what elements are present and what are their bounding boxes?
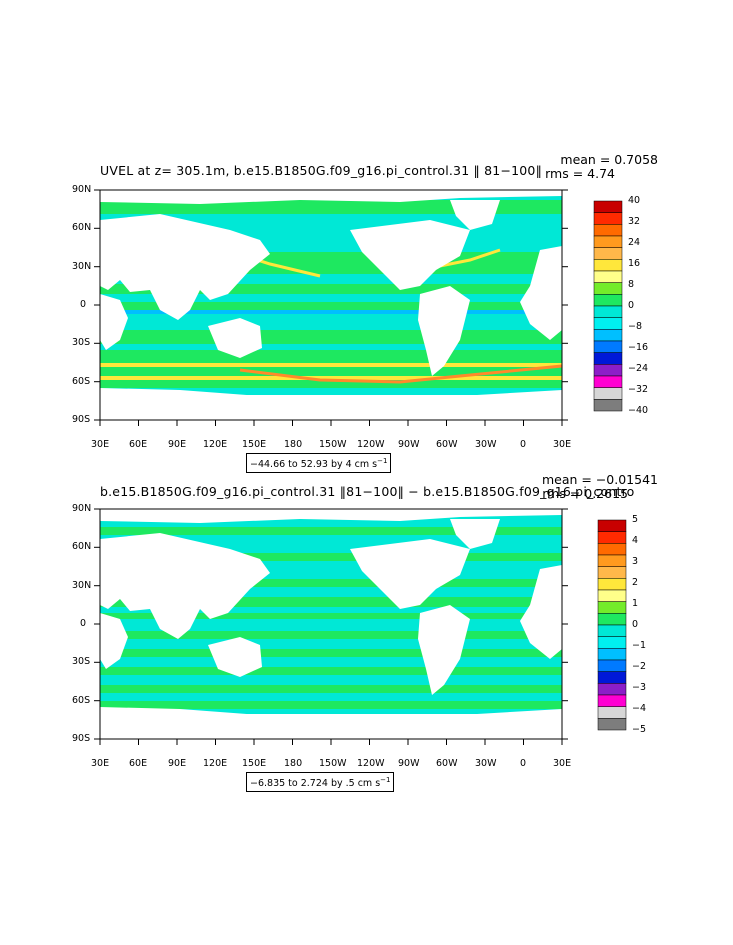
panel-2-ytick: 60N [72,541,92,552]
panel-2-xtick: 120E [203,758,228,769]
panel-1-xtick: 30E [91,439,110,450]
colorbar-label: 32 [628,216,641,227]
colorbar-swatch [597,519,627,532]
panel-1-ytick: 60S [72,376,91,387]
colorbar-swatch [597,659,627,672]
panel-2-ytick: 30S [72,656,91,667]
panel-1-ytick: 90N [72,184,92,195]
colorbar-label: 0 [628,300,635,311]
panel-2-xtick: 180 [284,758,303,769]
panel-2-xtick: 30E [91,758,110,769]
panel-1-xtick: 0 [520,439,527,450]
colorbar-swatch [597,648,627,661]
colorbar-label: 4 [632,535,639,546]
colorbar-swatch [597,683,627,696]
panel-1-title: UVEL at z= 305.1m, b.e15.B1850G.f09_g16.… [100,163,543,178]
colorbar-swatch [597,636,627,649]
panel-1-ytick: 90S [72,414,91,425]
panel-1-rms: rms = 4.74 [545,166,615,181]
panel-1-xtick: 150W [319,439,347,450]
panel-2-xtick: 0 [520,758,527,769]
panel-2-xtick: 60W [436,758,458,769]
panel-2-xtick: 90W [398,758,420,769]
panel-2-title: b.e15.B1850G.f09_g16.pi_control.31 ‖81−1… [100,486,635,499]
colorbar-label: −32 [628,384,649,395]
colorbar-label: −1 [632,640,647,651]
colorbar-swatch [597,578,627,591]
colorbar-label: 16 [628,258,641,269]
colorbar-swatch [593,399,623,412]
panel-2-mean: mean = −0.01541 [541,472,658,487]
colorbar-label: −40 [628,405,649,416]
panel-1-ytick: 60N [72,222,92,233]
panel-2-ytick: 0 [80,618,87,629]
colorbar-swatch [597,531,627,544]
panel-1-xtick: 30E [553,439,572,450]
panel-1-ytick: 0 [80,299,87,310]
colorbar-swatch [597,718,627,731]
panel-1-ytick: 30S [72,337,91,348]
colorbar-label: −4 [632,703,647,714]
panel-2-range-label: −6.835 to 2.724 by .5 cm s−1 [246,772,395,793]
panel-1-xtick: 120E [203,439,228,450]
colorbar-swatch [597,694,627,707]
panel-1-range-label: −44.66 to 52.93 by 4 cm s−1 [246,453,392,474]
colorbar-label: −16 [628,342,649,353]
panel-2-xtick: 120W [357,758,385,769]
panel-1-xtick: 60E [129,439,148,450]
colorbar-swatch [597,589,627,602]
colorbar-label: −24 [628,363,649,374]
colorbar-swatch [597,671,627,684]
panel-1-xtick: 150E [242,439,267,450]
panel-1-xtick: 90W [398,439,420,450]
colorbar-swatch [597,601,627,614]
panel-2-xtick: 150W [319,758,347,769]
colorbar-label: −8 [628,321,643,332]
panel-1-xtick: 120W [357,439,385,450]
colorbar-swatch [597,706,627,719]
panel-2-ytick: 90N [72,503,92,514]
colorbar-swatch [597,613,627,626]
colorbar-label: −2 [632,661,647,672]
colorbar-label: 8 [628,279,635,290]
colorbar-swatch [597,624,627,637]
panel-1-xtick: 90E [168,439,187,450]
panel-2-rms: rms = 0.2615 [542,486,628,501]
panel-2-ytick: 30N [72,580,92,591]
panel-1-mean: mean = 0.7058 [560,152,658,167]
colorbar-label: 40 [628,195,641,206]
colorbar-swatch [597,554,627,567]
colorbar-label: 3 [632,556,639,567]
panel-2-ytick: 90S [72,733,91,744]
panel-1-ytick: 30N [72,261,92,272]
colorbar-label: 1 [632,598,639,609]
colorbar-label: 2 [632,577,639,588]
colorbar-swatch [597,566,627,579]
panel-2-xtick: 30W [475,758,497,769]
colorbar-label: −3 [632,682,647,693]
panel-2-ytick: 60S [72,695,91,706]
colorbar-label: −5 [632,724,647,735]
panel-2-xtick: 150E [242,758,267,769]
panel-2-xtick: 60E [129,758,148,769]
panel-2-xtick: 90E [168,758,187,769]
colorbar-label: 5 [632,514,639,525]
panel-2-xtick: 30E [553,758,572,769]
panel-1-xtick: 60W [436,439,458,450]
colorbar-label: 0 [632,619,639,630]
colorbar-swatch [597,543,627,556]
panel-1-xtick: 30W [475,439,497,450]
panel-1-xtick: 180 [284,439,303,450]
colorbar-label: 24 [628,237,641,248]
